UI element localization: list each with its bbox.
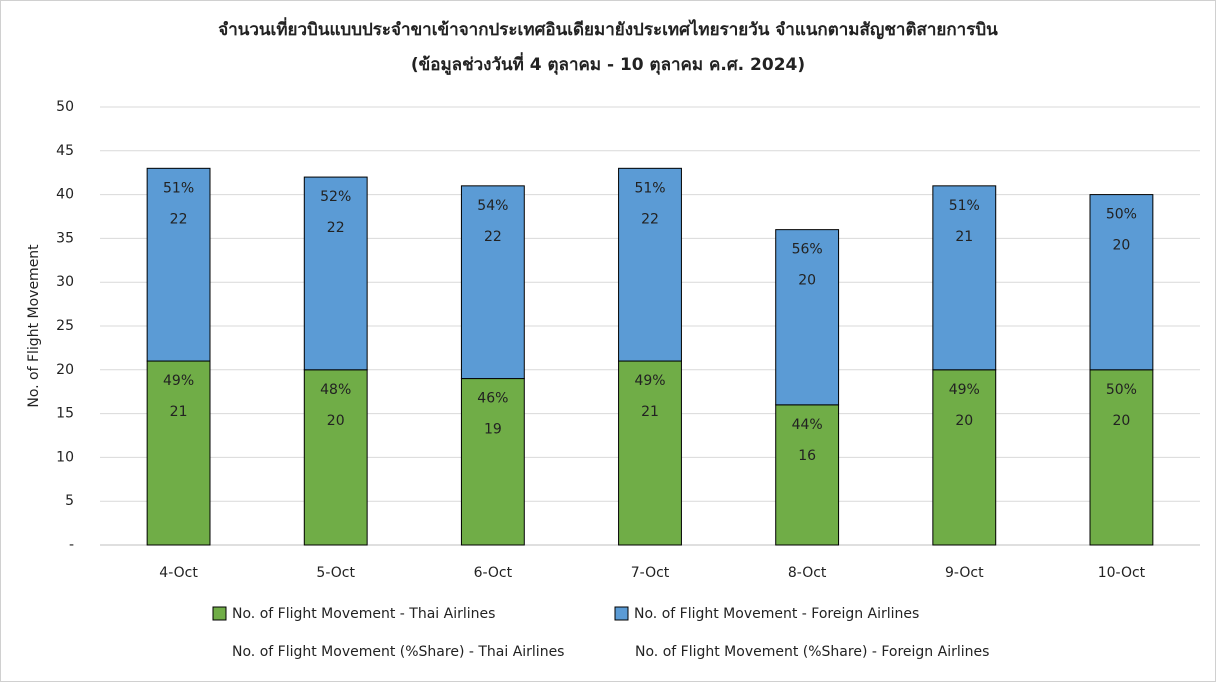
- bar-segment: [932, 369, 997, 546]
- share-label: 51%: [163, 180, 194, 196]
- y-tick-label: 30: [56, 274, 74, 290]
- value-label: 22: [641, 211, 659, 227]
- x-tick-label: 10-Oct: [1098, 565, 1146, 581]
- bar-segment: [932, 185, 997, 371]
- bar-segment: [618, 360, 682, 546]
- share-label: 44%: [792, 417, 823, 433]
- x-tick-label: 6-Oct: [474, 565, 513, 581]
- chart-title: จำนวนเที่ยวบินแบบประจำขาเข้าจากประเทศอิน…: [218, 17, 998, 40]
- x-tick-label: 7-Oct: [631, 565, 670, 581]
- share-label: 51%: [949, 198, 980, 214]
- share-label: 49%: [949, 382, 980, 398]
- value-label: 20: [1113, 238, 1131, 254]
- bar-segment: [618, 167, 682, 362]
- value-label: 21: [641, 404, 659, 420]
- share-label: 46%: [477, 391, 508, 407]
- bar-segment: [775, 404, 840, 546]
- y-axis-label: No. of Flight Movement: [26, 244, 42, 408]
- y-tick-label: 15: [56, 406, 74, 422]
- bar-segment: [146, 167, 211, 362]
- y-tick-label: 5: [65, 493, 74, 509]
- value-label: 21: [955, 229, 973, 245]
- share-label: 51%: [634, 180, 665, 196]
- value-label: 20: [798, 273, 816, 289]
- y-tick-label: 25: [56, 318, 74, 334]
- value-label: 22: [170, 211, 188, 227]
- value-label: 20: [327, 413, 345, 429]
- share-label: 48%: [320, 382, 351, 398]
- x-tick-label: 5-Oct: [316, 565, 355, 581]
- bar-segment: [1089, 194, 1154, 371]
- chart-subtitle: (ข้อมูลช่วงวันที่ 4 ตุลาคม - 10 ตุลาคม ค…: [411, 52, 805, 76]
- y-tick-label: -: [69, 537, 74, 553]
- share-label: 56%: [792, 242, 823, 258]
- y-tick-label: 40: [56, 187, 74, 203]
- bar-segment: [303, 176, 368, 371]
- y-tick-label: 50: [56, 99, 74, 115]
- legend-swatch: [614, 606, 629, 621]
- value-label: 22: [327, 220, 345, 236]
- x-tick-label: 9-Oct: [945, 565, 984, 581]
- value-label: 16: [798, 448, 816, 464]
- value-label: 20: [1113, 413, 1131, 429]
- y-tick-label: 45: [56, 143, 74, 159]
- legend-label: No. of Flight Movement (%Share) - Foreig…: [635, 644, 989, 660]
- bar-segment: [775, 229, 840, 406]
- legend-label: No. of Flight Movement (%Share) - Thai A…: [232, 644, 564, 660]
- x-tick-label: 8-Oct: [788, 565, 827, 581]
- value-label: 22: [484, 229, 502, 245]
- y-tick-label: 35: [56, 230, 74, 246]
- x-tick-label: 4-Oct: [159, 565, 198, 581]
- legend-swatch: [212, 606, 227, 621]
- share-label: 49%: [634, 373, 665, 389]
- bar-segment: [1089, 369, 1154, 546]
- y-tick-label: 10: [56, 449, 74, 465]
- share-label: 52%: [320, 189, 351, 205]
- value-label: 21: [170, 404, 188, 420]
- bar-segment: [460, 185, 525, 380]
- share-label: 54%: [477, 198, 508, 214]
- value-label: 20: [955, 413, 973, 429]
- share-label: 50%: [1106, 382, 1137, 398]
- share-label: 49%: [163, 373, 194, 389]
- value-label: 19: [484, 422, 502, 438]
- share-label: 50%: [1106, 207, 1137, 223]
- legend-label: No. of Flight Movement - Thai Airlines: [232, 606, 495, 622]
- legend-label: No. of Flight Movement - Foreign Airline…: [634, 606, 919, 622]
- bar-segment: [146, 360, 211, 546]
- y-tick-label: 20: [56, 362, 74, 378]
